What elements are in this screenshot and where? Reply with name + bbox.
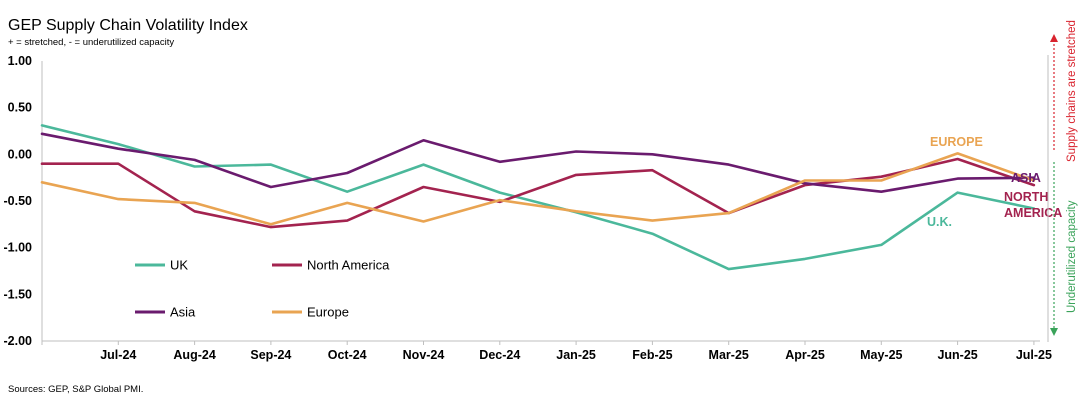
x-tick-label: Feb-25 [632, 348, 672, 362]
legend-label: North America [307, 258, 390, 273]
series-line-uk [40, 124, 1036, 271]
series-layer [40, 124, 1036, 271]
chart-subtitle: + = stretched, - = underutilized capacit… [8, 37, 174, 48]
x-tick-label: Apr-25 [785, 348, 825, 362]
end-label: EUROPE [930, 135, 983, 149]
x-tick-label: Jun-25 [937, 348, 977, 362]
series-line-asia [40, 132, 1036, 193]
series-line-europe [40, 152, 1036, 226]
legend: UK North America Asia Europe [135, 258, 390, 320]
chart-title: GEP Supply Chain Volatility Index [8, 17, 248, 34]
end-labels: EUROPE ASIA NORTH AMERICA U.K. [927, 135, 1062, 229]
y-tick-label: -1.50 [4, 287, 33, 301]
y-axis: 1.00 0.50 0.00 -0.50 -1.00 -1.50 -2.00 [4, 54, 43, 348]
end-label: AMERICA [1004, 206, 1062, 220]
legend-label: Europe [307, 305, 349, 320]
x-tick-label: May-25 [860, 348, 902, 362]
x-tick-label: Oct-24 [328, 348, 367, 362]
y-tick-label: 1.00 [8, 54, 32, 68]
x-tick-label: Jul-25 [1016, 348, 1052, 362]
y-tick-label: -1.00 [4, 241, 33, 255]
stretched-label: Supply chains are stretched [1066, 20, 1078, 162]
y-tick-label: 0.00 [8, 147, 32, 161]
x-tick-label: Sep-24 [250, 348, 291, 362]
y-tick-label: -0.50 [4, 194, 33, 208]
y-tick-label: 0.50 [8, 101, 32, 115]
end-label: NORTH [1004, 190, 1048, 204]
y-tick-label: -2.00 [4, 334, 33, 348]
x-tick-label: Aug-24 [173, 348, 215, 362]
x-tick-label: Mar-25 [709, 348, 749, 362]
x-axis: Jul-24 Aug-24 Sep-24 Oct-24 Nov-24 Dec-24 Jan-… [41, 340, 1052, 362]
x-tick-label: Jan-25 [556, 348, 596, 362]
legend-label: UK [170, 258, 188, 273]
source-note: Sources: GEP, S&P Global PMI. [8, 384, 143, 395]
x-tick-label: Jul-24 [100, 348, 136, 362]
legend-label: Asia [170, 305, 196, 320]
x-tick-label: Nov-24 [403, 348, 445, 362]
stretched-arrow-head [1050, 34, 1058, 42]
series-line-north-america [40, 157, 1036, 229]
end-label: ASIA [1011, 171, 1041, 185]
end-label: U.K. [927, 215, 952, 229]
x-tick-label: Dec-24 [479, 348, 520, 362]
underutilized-arrow-head [1050, 328, 1058, 336]
underutilized-label: Underutilized capacity [1066, 200, 1078, 313]
